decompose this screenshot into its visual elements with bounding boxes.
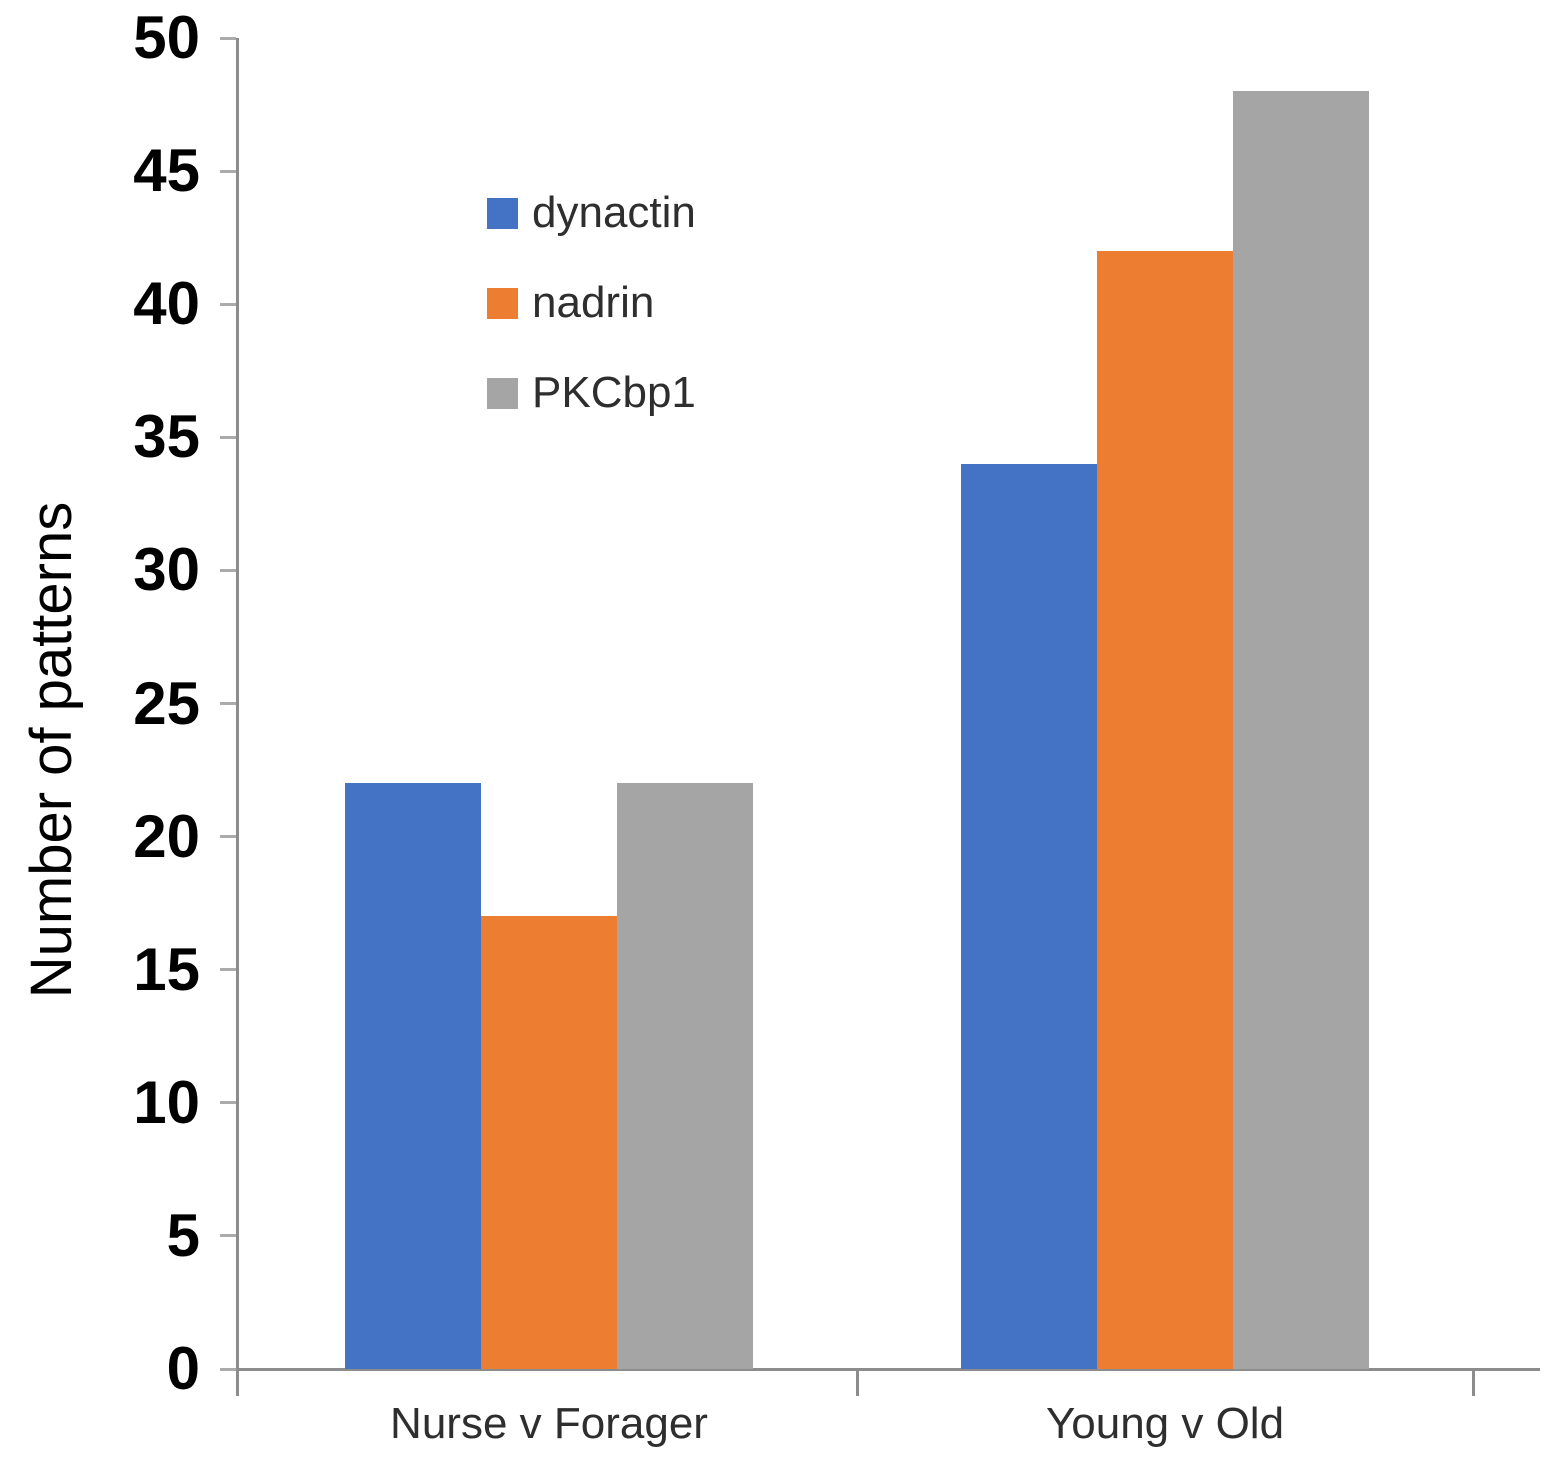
- y-tick-mark: [220, 1101, 236, 1105]
- y-tick-label: 15: [133, 935, 200, 1003]
- y-tick-label: 25: [133, 669, 200, 737]
- y-tick-mark: [220, 702, 236, 705]
- bar-pkcbp1-young-v-old: [1233, 91, 1369, 1369]
- y-tick-label: 30: [133, 536, 200, 604]
- bar-pkcbp1-nurse-v-forager: [617, 783, 753, 1369]
- y-tick-mark: [220, 968, 236, 972]
- x-category-label-young-v-old: Young v Old: [1045, 1399, 1285, 1448]
- y-tick-label: 40: [133, 270, 200, 338]
- legend-label-pkcbp1: PKCbp1: [532, 368, 696, 417]
- y-tick-mark: [220, 169, 236, 173]
- legend-item-pkcbp1: PKCbp1: [487, 371, 696, 415]
- legend-swatch-pkcbp1: [487, 377, 518, 409]
- bar-dynactin-young-v-old: [961, 463, 1097, 1369]
- bar-dynactin-nurse-v-forager: [345, 783, 481, 1369]
- y-axis-line: [236, 38, 239, 1396]
- y-tick-label: 45: [133, 137, 200, 205]
- legend-item-nadrin: nadrin: [487, 281, 654, 325]
- y-tick-label: 0: [166, 1335, 200, 1402]
- y-tick-label: 10: [133, 1068, 200, 1136]
- y-tick-label: 20: [133, 802, 200, 870]
- y-tick-mark: [220, 302, 236, 306]
- legend-label-nadrin: nadrin: [532, 278, 655, 327]
- y-tick-mark: [220, 435, 236, 439]
- y-tick-mark: [220, 1234, 236, 1238]
- x-tick-mark: [1471, 1369, 1475, 1396]
- legend-swatch-nadrin: [487, 287, 518, 319]
- x-axis-line: [222, 1368, 1540, 1371]
- x-tick-mark: [855, 1369, 859, 1396]
- y-tick-mark: [220, 36, 236, 40]
- y-tick-mark: [220, 835, 236, 839]
- y-tick-label: 35: [133, 403, 200, 471]
- legend-item-dynactin: dynactin: [487, 191, 696, 235]
- bar-nadrin-young-v-old: [1097, 250, 1233, 1369]
- y-tick-label: 50: [133, 4, 200, 71]
- legend-label-dynactin: dynactin: [532, 188, 696, 237]
- y-tick-mark: [220, 568, 236, 572]
- bar-nadrin-nurse-v-forager: [481, 916, 617, 1369]
- x-category-label-nurse-v-forager: Nurse v Forager: [390, 1399, 708, 1448]
- legend-swatch-dynactin: [487, 197, 518, 229]
- y-tick-mark: [220, 1367, 236, 1371]
- y-tick-label: 5: [166, 1201, 200, 1269]
